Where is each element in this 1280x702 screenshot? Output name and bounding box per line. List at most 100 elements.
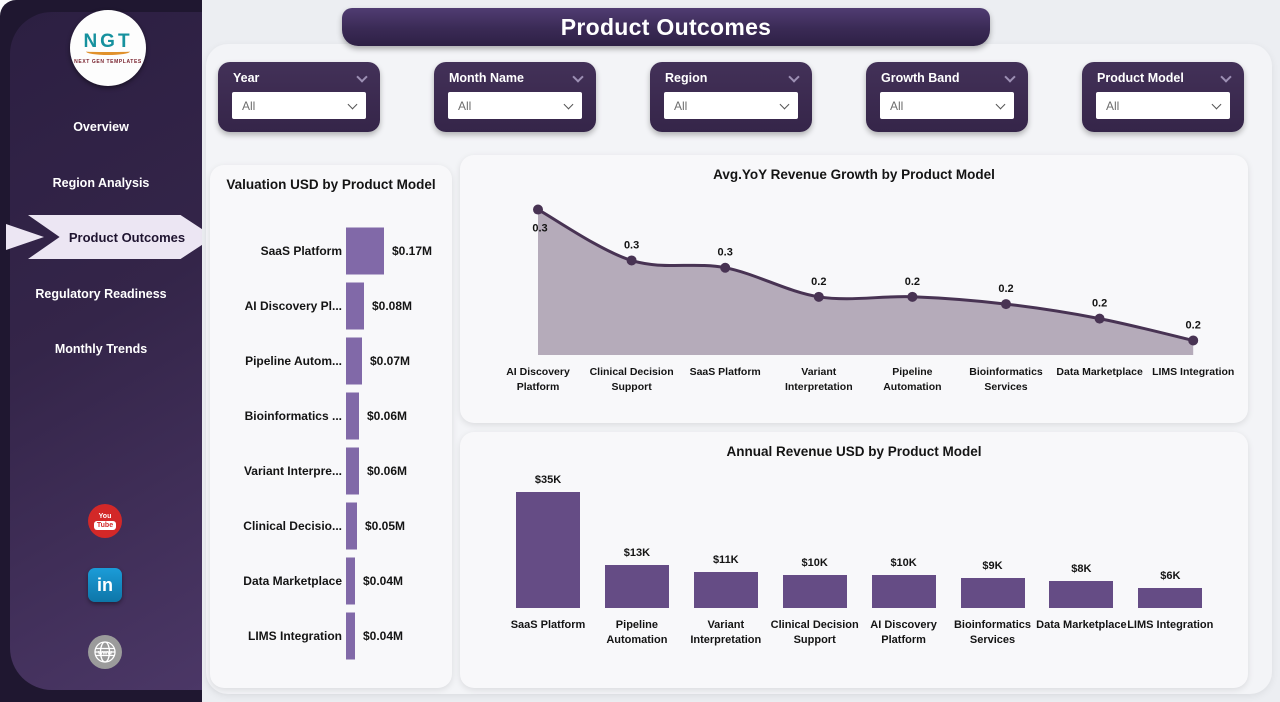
sidebar-item-regulatory-readiness[interactable]: Regulatory Readiness bbox=[0, 279, 202, 309]
valuation-bar[interactable] bbox=[346, 447, 359, 494]
category-label: LIMS Integration bbox=[248, 628, 342, 643]
valuation-row-variant-interpre: Variant Interpre... $0.06M bbox=[210, 443, 452, 498]
valuation-row-ai-discovery-pl: AI Discovery Pl... $0.08M bbox=[210, 278, 452, 333]
chevron-down-icon bbox=[779, 99, 790, 109]
revenue-bar-ai-discovery-platform[interactable] bbox=[871, 575, 936, 608]
sidebar-item-label: Monthly Trends bbox=[54, 342, 148, 356]
yoy-growth-svg: 0.3 0.3 0.3 0.2 0.2 0.2 0.2 0.2 bbox=[532, 204, 1201, 355]
data-point-saas-platform[interactable] bbox=[720, 262, 731, 273]
page-title: Product Outcomes bbox=[560, 13, 772, 40]
data-point-bioinformatics-services[interactable] bbox=[1001, 299, 1011, 310]
data-point-clinical-decision-support[interactable] bbox=[626, 255, 637, 266]
data-label: 0.3 bbox=[718, 247, 733, 259]
value-label: $0.08M bbox=[372, 298, 413, 313]
logo-subtext: NEXT GEN TEMPLATES bbox=[74, 58, 142, 65]
sidebar-item-region-analysis[interactable]: Region Analysis bbox=[0, 168, 202, 198]
revenue-bar-data-marketplace[interactable] bbox=[1049, 581, 1114, 608]
sidebar-item-product-outcomes[interactable]: Product Outcomes bbox=[0, 215, 216, 259]
x-axis-label-bioinformatics-services: Bioinformatics Services bbox=[969, 366, 1043, 393]
category-label: Variant Interpre... bbox=[243, 463, 342, 478]
filter-dropdown[interactable]: All bbox=[1096, 92, 1230, 119]
data-label: 0.2 bbox=[1186, 319, 1201, 331]
value-label: $10K bbox=[890, 557, 917, 569]
chevron-down-icon bbox=[788, 70, 800, 83]
valuation-row-clinical-decisio: Clinical Decisio... $0.05M bbox=[210, 498, 452, 553]
x-axis-label-clinical-decision-support: Clinical Decision Support bbox=[589, 366, 674, 393]
filter-dropdown[interactable]: All bbox=[664, 92, 798, 119]
filter-dropdown[interactable]: All bbox=[880, 92, 1014, 119]
data-label: 0.2 bbox=[1092, 298, 1107, 310]
data-point-lims-integration[interactable] bbox=[1188, 335, 1199, 346]
filter-dropdown[interactable]: All bbox=[448, 92, 582, 119]
x-axis-label-pipeline-automation: Pipeline Automation bbox=[606, 619, 668, 647]
sidebar-item-label: Product Outcomes bbox=[68, 229, 186, 245]
sidebar-item-overview[interactable]: Overview bbox=[0, 112, 202, 142]
data-point-variant-interpretation[interactable] bbox=[813, 291, 824, 302]
data-point-ai-discovery-platform[interactable] bbox=[533, 204, 543, 215]
valuation-bar[interactable] bbox=[346, 227, 384, 274]
revenue-bar-clinical-decision-support[interactable] bbox=[782, 575, 847, 608]
valuation-bar[interactable] bbox=[346, 502, 357, 549]
valuation-bar[interactable] bbox=[346, 282, 364, 329]
category-label: Pipeline Autom... bbox=[245, 353, 342, 368]
logo-text: NGT bbox=[83, 30, 133, 52]
valuation-chart-card: Valuation USD by Product Model SaaS Plat… bbox=[210, 165, 452, 688]
sidebar-item-monthly-trends[interactable]: Monthly Trends bbox=[0, 334, 202, 364]
data-point-data-marketplace[interactable] bbox=[1094, 313, 1105, 324]
filter-label: Year bbox=[233, 71, 260, 85]
valuation-row-bioinformatics: Bioinformatics ... $0.06M bbox=[210, 388, 452, 443]
filter-value: All bbox=[458, 98, 472, 113]
youtube-text-top: You bbox=[98, 512, 112, 520]
value-label: $0.05M bbox=[365, 518, 406, 533]
value-label: $13K bbox=[623, 547, 651, 559]
x-axis-label-variant-interpretation: Variant Interpretation bbox=[784, 366, 853, 393]
sidebar-item-label: Regulatory Readiness bbox=[35, 286, 167, 301]
filter-header: Growth Band bbox=[866, 62, 1028, 89]
value-label: $35K bbox=[534, 474, 562, 486]
x-axis-label-lims-integration: LIMS Integration bbox=[1152, 366, 1235, 378]
x-axis-label-data-marketplace: Data Marketplace bbox=[1036, 619, 1127, 631]
x-axis-label-bioinformatics-services: Bioinformatics Services bbox=[953, 619, 1031, 647]
linkedin-icon[interactable]: in bbox=[88, 568, 122, 602]
filter-product-model[interactable]: Product Model All bbox=[1082, 62, 1244, 132]
filter-growth-band[interactable]: Growth Band All bbox=[866, 62, 1028, 132]
revenue-bar-saas-platform[interactable] bbox=[516, 492, 580, 608]
x-axis-label-ai-discovery-platform: AI Discovery Platform bbox=[506, 366, 570, 393]
filter-year[interactable]: Year All bbox=[218, 62, 380, 132]
revenue-bar-bioinformatics-services[interactable] bbox=[960, 578, 1025, 608]
filter-value: All bbox=[1106, 98, 1120, 113]
yoy-growth-chart-card: Avg.YoY Revenue Growth by Product Model … bbox=[460, 155, 1248, 423]
filter-month-name[interactable]: Month Name All bbox=[434, 62, 596, 132]
data-label: 0.3 bbox=[624, 239, 639, 251]
valuation-bar[interactable] bbox=[346, 557, 355, 604]
chevron-down-icon bbox=[572, 70, 584, 83]
filter-header: Region bbox=[650, 62, 812, 89]
chevron-down-icon bbox=[1004, 70, 1016, 83]
revenue-bar-variant-interpretation[interactable] bbox=[693, 572, 758, 608]
youtube-text-bottom: Tube bbox=[93, 520, 117, 530]
chevron-down-icon bbox=[1211, 99, 1222, 109]
valuation-bar[interactable] bbox=[346, 612, 355, 659]
value-label: $8K bbox=[1071, 563, 1092, 575]
filter-region[interactable]: Region All bbox=[650, 62, 812, 132]
valuation-bar[interactable] bbox=[346, 392, 359, 439]
x-axis-label-clinical-decision-support: Clinical Decision Support bbox=[770, 619, 859, 647]
filter-label: Growth Band bbox=[881, 71, 960, 85]
chevron-down-icon bbox=[347, 99, 358, 109]
website-globe-icon[interactable]: www bbox=[88, 635, 122, 669]
x-axis-label-ai-discovery-platform: AI Discovery Platform bbox=[870, 619, 937, 647]
valuation-row-lims-integration: LIMS Integration $0.04M bbox=[210, 608, 452, 663]
filter-label: Month Name bbox=[449, 71, 524, 85]
data-point-pipeline-automation[interactable] bbox=[907, 291, 918, 302]
revenue-bar-pipeline-automation[interactable] bbox=[604, 565, 669, 608]
youtube-icon[interactable]: You Tube bbox=[88, 504, 122, 538]
annual-revenue-plot: $35K SaaS Platform $13K Pipeline Automation… bbox=[460, 432, 1248, 688]
value-label: $0.06M bbox=[367, 408, 408, 423]
valuation-bar[interactable] bbox=[346, 337, 362, 384]
revenue-bar-lims-integration[interactable] bbox=[1138, 588, 1203, 608]
linkedin-text: in bbox=[97, 574, 113, 595]
value-label: $0.07M bbox=[370, 353, 411, 368]
filter-value: All bbox=[890, 98, 904, 113]
yoy-growth-plot: 0.3 0.3 0.3 0.2 0.2 0.2 0.2 0.2 AI Discovery Pla… bbox=[460, 155, 1248, 423]
filter-dropdown[interactable]: All bbox=[232, 92, 366, 119]
